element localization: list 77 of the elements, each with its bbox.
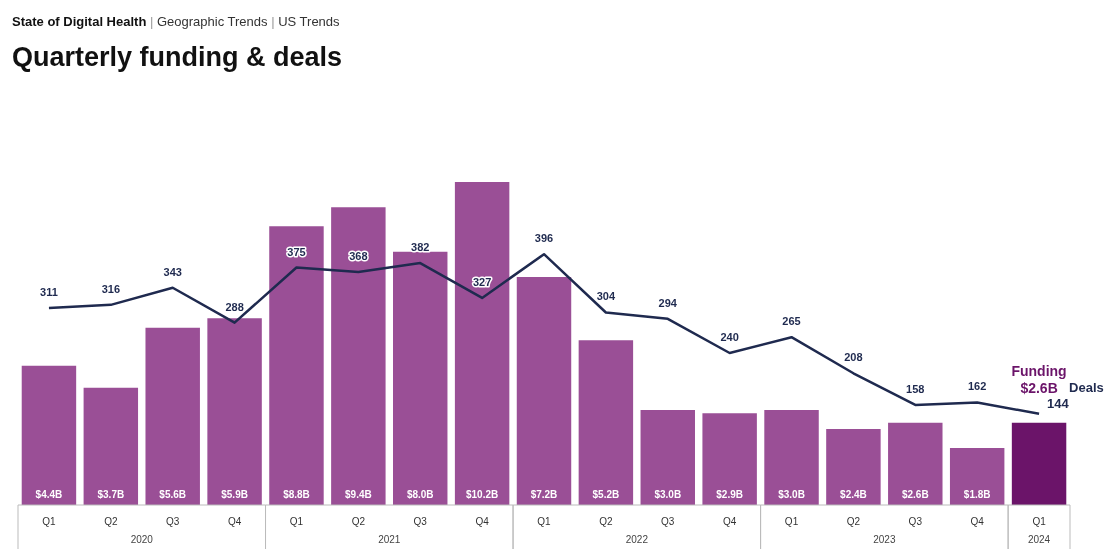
x-tick-label: Q4 — [227, 515, 242, 527]
data-label: 162 — [968, 380, 987, 393]
data-label: 368 — [349, 249, 368, 262]
bar — [21, 365, 77, 505]
data-label: 382 — [411, 241, 430, 254]
text: 2021 — [378, 534, 401, 545]
chart-subtitle: State of Digital Health | Geographic Trends | US Trends — [12, 14, 340, 29]
data-label: $8.8B — [283, 489, 310, 500]
data-label: 158 — [906, 382, 925, 395]
data-label: $3.7B — [97, 489, 125, 500]
data-label: $5.9B — [221, 489, 248, 500]
data-label: 343 — [163, 265, 182, 278]
data-label: 396 — [534, 232, 554, 245]
text: 2024 — [1027, 534, 1051, 545]
bar — [331, 207, 386, 505]
x-tick-label: Q4 — [722, 515, 737, 527]
data-label: $2.9B — [716, 489, 743, 500]
x-tick-label: Q3 — [166, 515, 180, 527]
x-tick-label: Q3 — [908, 515, 923, 527]
data-label: 327 — [472, 275, 492, 288]
bar — [826, 429, 881, 505]
data-label: 288 — [225, 300, 244, 313]
data-label: $10.2B — [465, 489, 499, 500]
bar — [888, 422, 943, 505]
bar — [640, 410, 695, 505]
data-label: $9.4B — [345, 489, 372, 500]
data-label: 375 — [287, 245, 306, 258]
bar — [516, 277, 572, 505]
x-tick-label: Q2 — [846, 515, 861, 527]
bar — [393, 251, 448, 505]
data-label: $2.6B — [901, 489, 929, 500]
chart-title: Quarterly funding & deals — [12, 42, 343, 73]
bar — [1011, 422, 1067, 505]
data-label: 240 — [720, 331, 739, 343]
x-tick-label: Q1 — [1032, 515, 1047, 527]
text: 2022 — [625, 534, 649, 545]
x-tick-label: Q4 — [475, 515, 490, 527]
bar — [83, 387, 139, 505]
x-tick-label: Q2 — [351, 515, 366, 527]
data-label: $5.6B — [159, 489, 187, 500]
data-label: 144 — [1047, 396, 1070, 412]
data-label: 316 — [101, 282, 120, 295]
data-label: $2.4B — [840, 489, 867, 500]
bar — [454, 182, 510, 505]
data-label: $4.4B — [35, 489, 63, 500]
data-label: $5.2B — [592, 489, 620, 500]
data-label: 311 — [40, 286, 58, 299]
text: 2020 — [130, 534, 154, 545]
bar — [578, 340, 634, 505]
data-label: 265 — [782, 315, 801, 328]
bar — [269, 226, 324, 505]
x-tick-label: Q1 — [537, 515, 552, 527]
text: Funding — [1011, 362, 1067, 379]
bar — [702, 413, 757, 505]
bar — [145, 327, 200, 505]
data-label: $8.0B — [406, 489, 434, 500]
x-tick-label: Q1 — [289, 515, 304, 527]
bar — [764, 410, 819, 505]
x-tick-label: Q1 — [784, 515, 799, 527]
data-label: $1.8B — [963, 489, 991, 500]
data-label: 208 — [844, 351, 863, 364]
x-tick-label: Q2 — [104, 515, 118, 527]
x-tick-label: Q4 — [970, 515, 985, 527]
x-tick-label: Q1 — [42, 515, 57, 527]
x-tick-label: Q2 — [599, 515, 613, 527]
x-tick-label: Q3 — [661, 515, 675, 527]
data-label: $2.6B — [1020, 379, 1058, 396]
data-label: $3.0B — [778, 489, 805, 500]
data-label: $3.0B — [654, 489, 682, 500]
data-label: 304 — [596, 290, 616, 303]
x-tick-label: Q3 — [413, 515, 428, 527]
text: Deals — [1069, 379, 1104, 395]
data-label: $7.2B — [530, 489, 558, 500]
bar — [207, 318, 262, 505]
text: 2023 — [873, 534, 896, 545]
bar — [949, 448, 1005, 505]
data-label: 294 — [658, 296, 678, 309]
